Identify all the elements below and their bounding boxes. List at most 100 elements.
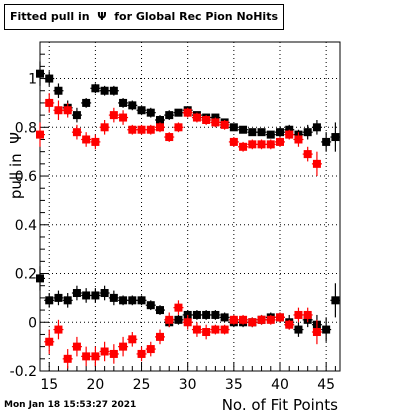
x-tick-label: 40 <box>271 377 289 393</box>
data-point <box>91 352 100 361</box>
chart-title: Fitted pull in Ψ for Global Rec Pion NoH… <box>9 10 279 23</box>
data-point <box>174 303 183 312</box>
data-point <box>45 74 54 83</box>
data-point <box>202 328 211 337</box>
data-point <box>285 130 294 139</box>
x-tick-label: 15 <box>40 377 58 393</box>
data-point <box>312 159 321 168</box>
data-point <box>156 123 164 132</box>
data-point <box>211 118 220 127</box>
y-tick-label: 0.4 <box>15 218 37 234</box>
plot-frame <box>39 41 341 372</box>
data-point <box>331 133 340 142</box>
data-point <box>45 296 54 305</box>
data-point <box>45 337 54 346</box>
data-point <box>109 111 118 120</box>
data-point <box>312 328 321 337</box>
data-series <box>36 61 340 369</box>
data-point <box>303 128 312 137</box>
data-point <box>54 86 63 95</box>
x-tick-label: 35 <box>225 377 243 393</box>
data-point <box>63 106 72 115</box>
data-point <box>276 137 284 146</box>
data-point <box>239 315 248 324</box>
y-axis-label: pull in Ψ <box>7 132 25 199</box>
data-point <box>174 123 183 132</box>
data-point <box>91 291 100 300</box>
data-point <box>119 98 128 107</box>
data-point <box>36 130 44 139</box>
data-point <box>100 86 109 95</box>
data-point <box>322 137 331 146</box>
data-point <box>100 347 109 356</box>
data-point <box>109 86 118 95</box>
data-point <box>54 106 63 115</box>
data-point <box>202 310 211 319</box>
grid <box>40 42 340 372</box>
data-point <box>202 115 211 124</box>
data-point <box>192 113 201 122</box>
data-point <box>54 325 63 334</box>
data-point <box>229 315 238 324</box>
data-point <box>322 325 331 334</box>
data-point <box>174 315 183 324</box>
title-box: Fitted pull in Ψ for Global Rec Pion NoH… <box>4 4 284 30</box>
data-point <box>156 332 164 341</box>
data-point <box>266 140 275 149</box>
data-point <box>137 349 146 358</box>
x-axis-label: No. of Fit Points <box>222 396 338 414</box>
series-3 <box>44 300 322 369</box>
data-point <box>165 133 174 142</box>
data-point <box>45 98 54 107</box>
data-point <box>146 301 155 310</box>
data-point <box>82 291 91 300</box>
data-point <box>156 115 164 124</box>
data-point <box>211 325 220 334</box>
data-point <box>156 306 164 315</box>
data-point <box>248 128 257 137</box>
data-point <box>137 106 146 115</box>
x-tick-label: 45 <box>317 377 335 393</box>
data-point <box>174 108 183 117</box>
data-point <box>82 352 91 361</box>
data-point <box>229 123 238 132</box>
data-point <box>294 310 303 319</box>
data-point <box>100 289 109 298</box>
data-point <box>119 113 128 122</box>
data-point <box>54 293 63 302</box>
data-point <box>146 108 155 117</box>
data-point <box>63 354 72 363</box>
y-tick-label: 0.6 <box>15 169 37 185</box>
data-point <box>165 315 174 324</box>
data-point <box>36 69 44 78</box>
data-point <box>146 125 155 134</box>
data-point <box>100 123 109 132</box>
data-point <box>82 98 91 107</box>
data-point <box>183 318 192 327</box>
data-point <box>294 135 303 144</box>
data-point <box>257 315 266 324</box>
data-point <box>192 325 201 334</box>
data-point <box>109 293 118 302</box>
data-point <box>91 84 100 93</box>
data-point <box>331 296 340 305</box>
y-tick-label: 0.8 <box>15 120 37 136</box>
y-tick-label: 1 <box>28 72 37 88</box>
data-point <box>294 325 303 334</box>
y-tick-label: 0 <box>28 315 37 331</box>
data-point <box>146 345 155 354</box>
data-point <box>276 128 284 137</box>
x-tick-label: 30 <box>179 377 197 393</box>
data-point <box>137 296 146 305</box>
data-point <box>165 111 174 120</box>
data-point <box>72 128 81 137</box>
data-point <box>128 335 137 344</box>
data-point <box>312 123 321 132</box>
data-point <box>128 296 137 305</box>
series-1 <box>36 93 322 177</box>
data-point <box>248 140 257 149</box>
data-point <box>91 137 100 146</box>
y-tick-label: 0.2 <box>15 267 37 283</box>
x-tick-label: 20 <box>86 377 104 393</box>
